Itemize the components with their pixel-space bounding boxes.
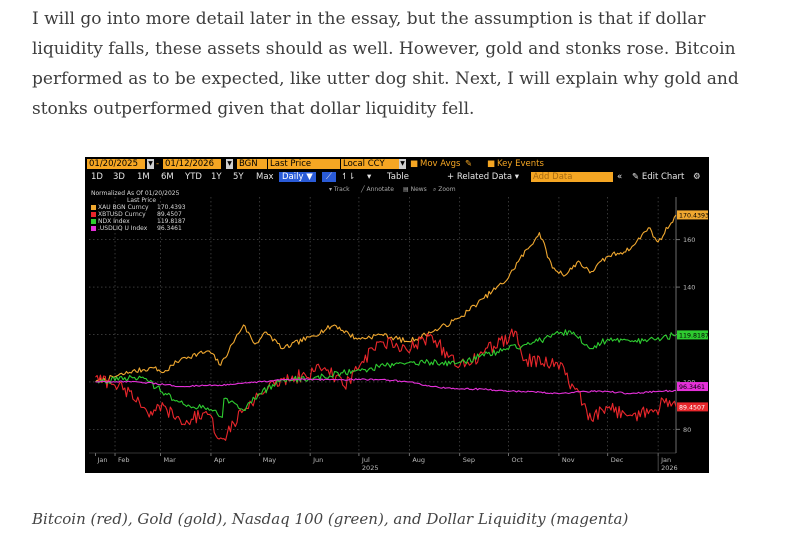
source-field[interactable]: BGN	[237, 159, 267, 169]
date-separator: -	[156, 159, 160, 169]
chart-type-dropdown-icon[interactable]: ▾	[367, 172, 372, 182]
series-line-gold	[95, 214, 677, 384]
legend-swatch-bitcoin	[91, 212, 96, 217]
legend-series-name: XBTUSD Curncy	[98, 211, 146, 218]
last-value-label: 119.8187	[679, 332, 709, 339]
legend-series-name: .USDLIQ U Index	[98, 225, 148, 232]
legend-swatch-nasdaq	[91, 219, 96, 224]
x-tick-label: Mar	[164, 456, 177, 464]
x-tick-label: Feb	[118, 456, 130, 464]
range-5y-button[interactable]: 5Y	[233, 172, 244, 182]
legend-swatch-gold	[91, 205, 96, 210]
price-field[interactable]: Last Price	[268, 159, 340, 169]
legend-row-bitcoin: XBTUSD Curncy 89.4507	[91, 211, 211, 218]
y-tick-label: 160	[683, 236, 695, 244]
y-tick-label: 140	[683, 284, 695, 292]
related-data-button[interactable]: + Related Data ▾	[447, 172, 520, 182]
year-label: 2025	[362, 464, 379, 472]
legend-row-liquidity: .USDLIQ U Index 96.3461	[91, 225, 211, 232]
key-events-checkbox[interactable]: ■	[487, 159, 496, 169]
news-tool[interactable]: ▤ News	[403, 186, 427, 193]
range-3d-button[interactable]: 3D	[113, 172, 125, 182]
legend-heading: Normalized As Of 01/20/2025	[91, 190, 180, 197]
zoom-tool[interactable]: ⌕ Zoom	[433, 186, 456, 193]
x-tick-label: Dec	[611, 456, 624, 464]
series-line-nasdaq	[95, 329, 677, 418]
last-value-label: 170.4393	[679, 212, 709, 219]
edit-chart-button[interactable]: ✎ Edit Chart	[632, 172, 685, 182]
legend-row-nasdaq: NDX Index 119.8187	[91, 218, 211, 225]
currency-field[interactable]: Local CCY	[341, 159, 403, 169]
mov-avgs-toggle[interactable]: Mov Avgs	[420, 159, 461, 169]
add-data-field[interactable]: Add Data	[531, 172, 613, 182]
legend-series-name: NDX Index	[98, 218, 130, 225]
top-toolbar: 01/20/2025 ▼ - 01/12/2026 ▼ BGN Last Pri…	[85, 157, 709, 170]
sort-icon[interactable]: ↿⇂	[341, 172, 356, 182]
chart-legend: Normalized As Of 01/20/2025 Last Price X…	[91, 190, 211, 232]
start-date-dropdown-icon[interactable]: ▼	[147, 159, 154, 169]
legend-series-value: 170.4393	[157, 204, 186, 211]
collapse-icon[interactable]: «	[617, 172, 623, 182]
legend-series-value: 96.3461	[157, 225, 182, 232]
table-button[interactable]: Table	[387, 172, 409, 182]
x-tick-label: Sep	[463, 456, 475, 464]
range-max-button[interactable]: Max	[256, 172, 274, 182]
x-tick-label: Oct	[512, 456, 524, 464]
series-line-bitcoin	[95, 328, 677, 441]
key-events-toggle[interactable]: Key Events	[497, 159, 544, 169]
last-value-label: 89.4507	[679, 404, 705, 411]
x-tick-label: Nov	[562, 456, 575, 464]
legend-row-gold: XAU BGN Curncy 170.4393	[91, 204, 211, 211]
last-value-tag-bitcoin	[677, 402, 708, 412]
x-tick-label: Apr	[214, 456, 226, 464]
range-1d-button[interactable]: 1D	[91, 172, 103, 182]
line-chart-icon[interactable]: ⟋	[322, 172, 336, 182]
range-1m-button[interactable]: 1M	[137, 172, 150, 182]
chart-plot-area: 80100120140160JanFebMarAprMayJunJulAugSe…	[89, 197, 709, 472]
legend-series-name: XAU BGN Curncy	[98, 204, 149, 211]
x-tick-label: May	[263, 456, 277, 464]
start-date-field[interactable]: 01/20/2025	[87, 159, 145, 169]
end-date-dropdown-icon[interactable]: ▼	[226, 159, 233, 169]
last-value-tag-gold	[677, 210, 708, 220]
range-ytd-button[interactable]: YTD	[185, 172, 202, 182]
last-value-tag-nasdaq	[677, 330, 708, 340]
mov-avgs-checkbox[interactable]: ■	[410, 159, 419, 169]
frequency-dropdown[interactable]: Daily ▼	[279, 172, 316, 182]
annotate-tool[interactable]: ╱ Annotate	[361, 186, 394, 193]
x-tick-label: Jan	[660, 456, 671, 464]
currency-dropdown-icon[interactable]: ▼	[399, 159, 406, 169]
end-date-field[interactable]: 01/12/2026	[163, 159, 221, 169]
settings-icon[interactable]: ⚙	[693, 172, 701, 182]
essay-paragraph: I will go into more detail later in the …	[32, 9, 739, 119]
figure-caption: Bitcoin (red), Gold (gold), Nasdaq 100 (…	[32, 510, 629, 528]
y-tick-label: 80	[683, 426, 691, 434]
legend-subheading: Last Price	[127, 197, 157, 204]
range-toolbar: 1D 3D 1M 6M YTD 1Y 5Y Max Daily ▼ ⟋ ↿⇂ ▾…	[85, 171, 709, 183]
legend-series-value: 89.4507	[157, 211, 182, 218]
range-6m-button[interactable]: 6M	[161, 172, 174, 182]
last-value-label: 96.3461	[679, 384, 705, 391]
series-line-liquidity	[95, 378, 677, 395]
bloomberg-chart-panel: 80100120140160JanFebMarAprMayJunJulAugSe…	[85, 157, 709, 473]
legend-swatch-liquidity	[91, 226, 96, 231]
x-tick-label: Jun	[312, 456, 323, 464]
legend-series-value: 119.8187	[157, 218, 186, 225]
pencil-icon[interactable]: ✎	[465, 159, 473, 169]
year-label: 2026	[661, 464, 678, 472]
range-1y-button[interactable]: 1Y	[211, 172, 222, 182]
track-tool[interactable]: ▾ Track	[329, 186, 350, 193]
last-value-tag-liquidity	[677, 382, 708, 392]
x-tick-label: Jan	[97, 456, 108, 464]
x-tick-label: Jul	[361, 456, 370, 464]
x-tick-label: Aug	[412, 456, 425, 464]
